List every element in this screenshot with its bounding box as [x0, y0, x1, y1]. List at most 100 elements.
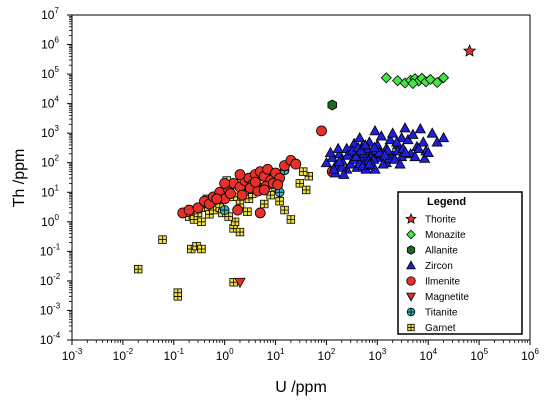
allanite-legend-marker — [406, 245, 416, 255]
zircon-legend-label: Zircon — [425, 261, 453, 272]
x-tick-label: 10-3 — [62, 347, 83, 363]
magnetite-legend-marker — [406, 292, 416, 302]
garnet-point — [235, 227, 245, 237]
x-tick-label: 106 — [521, 347, 539, 363]
garnet-point — [260, 199, 269, 209]
y-tick-label: 103 — [41, 124, 59, 140]
zircon-point — [336, 161, 348, 172]
x-tick-label: 103 — [368, 347, 386, 363]
x-tick-label: 10-2 — [113, 347, 134, 363]
ilmenite-point — [234, 169, 246, 180]
y-tick-label: 10-2 — [40, 272, 61, 288]
y-tick-label: 106 — [41, 36, 59, 52]
ilmenite-legend-label: Ilmenite — [425, 277, 460, 288]
legend: Legend Thorite Monazite Allanite Zircon Ilme… — [397, 191, 523, 335]
y-tick-label: 104 — [41, 95, 59, 111]
monazite-point — [431, 76, 443, 89]
x-tick-label: 100 — [216, 347, 234, 363]
monazite-legend-label: Monazite — [425, 230, 466, 241]
y-tick-label: 10-3 — [40, 301, 61, 317]
garnet-point — [280, 205, 289, 215]
ilmenite-point — [236, 189, 248, 201]
garnet-point — [266, 190, 275, 200]
garnet-point — [275, 196, 284, 206]
garnet-point — [192, 241, 201, 251]
ilmenite-point — [258, 184, 270, 196]
zircon-point — [407, 128, 419, 139]
zircon-point — [399, 122, 411, 133]
ilmenite-point — [290, 158, 302, 170]
garnet-point — [304, 171, 313, 181]
zircon-point — [355, 144, 367, 155]
zircon-point — [377, 158, 389, 169]
y-tick-label: 102 — [41, 154, 59, 170]
zircon-point — [369, 163, 381, 174]
y-tick-label: 101 — [41, 183, 59, 199]
garnet-point — [197, 217, 206, 227]
monazite-legend-marker — [406, 229, 416, 240]
zircon-point — [324, 146, 337, 158]
legend-items: Thorite Monazite Allanite Zircon Ilmenite Mag… — [405, 212, 469, 334]
zircon-point — [332, 142, 344, 154]
allanite-point — [327, 99, 337, 111]
thorite-legend-marker — [405, 212, 417, 224]
zircon-point — [391, 136, 403, 147]
zircon-point — [368, 141, 381, 152]
y-tick-label: 107 — [41, 6, 59, 22]
zircon-point — [359, 139, 371, 150]
garnet-point — [197, 244, 206, 254]
zircon-point — [394, 158, 406, 169]
zircon-point — [384, 133, 397, 145]
x-tick-label: 10-1 — [164, 347, 185, 363]
zircon-point — [414, 123, 427, 134]
garnet-legend-label: Garnet — [425, 323, 456, 334]
garnet-point — [229, 278, 238, 287]
monazite-point — [437, 72, 450, 84]
garnet-point — [301, 185, 311, 195]
zircon-legend-marker — [406, 260, 416, 270]
zircon-point — [437, 131, 450, 143]
ilmenite-point — [192, 202, 204, 214]
allanite-legend-label: Allanite — [425, 246, 458, 257]
y-axis-title: Th /ppm — [11, 149, 28, 208]
thorite-point — [462, 44, 477, 57]
zircon-point — [328, 163, 340, 174]
zircon-point — [409, 150, 421, 162]
x-axis-ticks: 10-3 10-2 10-1 100 101 102 103 104 105 106 — [62, 340, 539, 363]
zircon-point — [369, 125, 381, 136]
x-tick-label: 104 — [419, 347, 437, 363]
zircon-point — [386, 127, 399, 138]
garnet-point — [295, 179, 305, 188]
legend-title: Legend — [427, 196, 466, 208]
zircon-point — [338, 168, 350, 179]
thorite-legend-label: Thorite — [425, 215, 457, 226]
x-tick-label: 102 — [318, 347, 336, 363]
zircon-point — [375, 130, 388, 141]
ilmenite-point — [219, 177, 231, 189]
zircon-point — [413, 142, 425, 154]
magnetite-legend-label: Magnetite — [425, 292, 469, 303]
ilmenite-legend-marker — [406, 276, 416, 286]
x-tick-label: 105 — [470, 347, 488, 363]
zircon-point — [389, 153, 401, 164]
y-axis-ticks: 10-4 10-3 10-2 10-1 100 101 102 103 104 105 106 107 — [40, 6, 72, 347]
zircon-point — [379, 149, 391, 160]
y-tick-label: 10-4 — [40, 331, 61, 347]
ilmenite-point — [232, 204, 244, 216]
titanite-point — [219, 205, 230, 215]
zircon-point — [373, 146, 386, 158]
zircon-point — [426, 127, 438, 138]
garnet-point — [158, 235, 167, 244]
garnet-point — [230, 217, 240, 227]
zircon-point — [333, 155, 346, 166]
legend-box — [397, 191, 523, 335]
zircon-point — [354, 131, 366, 143]
magnetite-point — [234, 277, 246, 289]
garnet-point — [299, 167, 308, 176]
garnet-point — [243, 207, 252, 216]
ilmenite-point — [249, 176, 261, 188]
zircon-point — [422, 146, 434, 158]
y-tick-label: 100 — [41, 213, 59, 229]
zircon-point — [417, 136, 429, 147]
